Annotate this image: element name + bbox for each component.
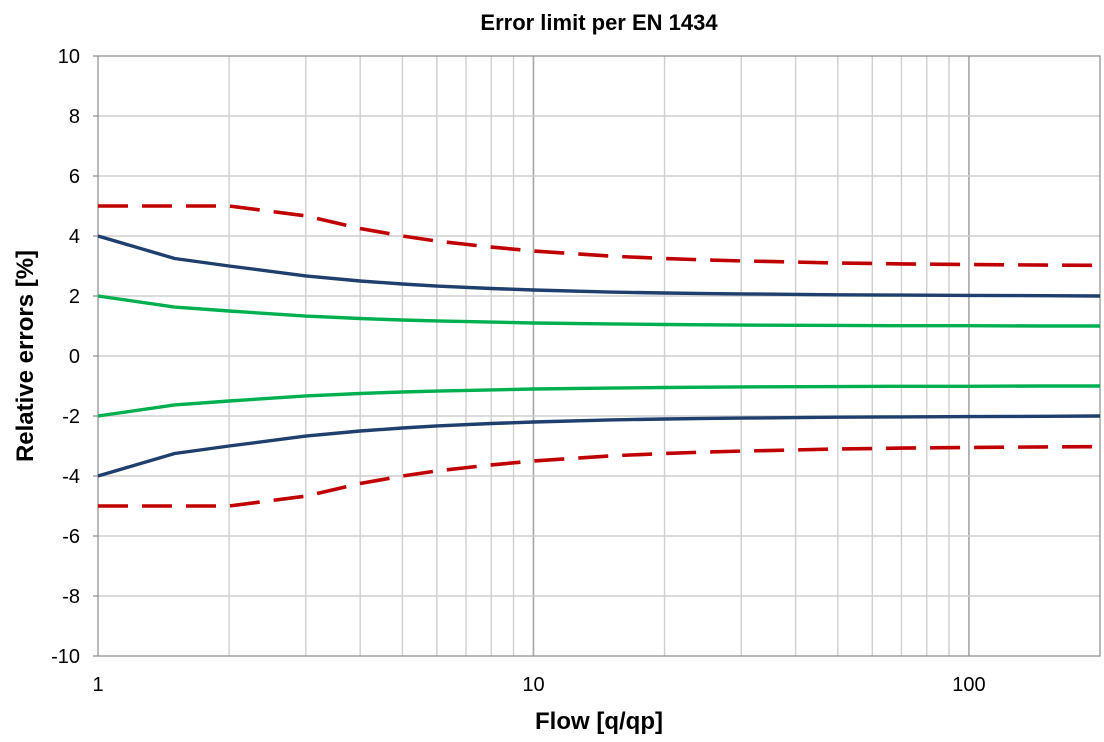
grid [98, 56, 1100, 656]
y-tick-label: 10 [58, 46, 80, 68]
y-tick-label: 0 [69, 346, 80, 368]
chart-title: Error limit per EN 1434 [480, 10, 718, 35]
solid-limit-line [97, 414, 1101, 478]
y-tick-label: 4 [69, 226, 80, 248]
dashed-limit-line [98, 204, 1101, 268]
y-axis-ticks: -10 -8 -6 -4 -2 0 2 4 6 8 10 [51, 46, 98, 668]
dashed-limit-line [98, 444, 1101, 508]
series-layer [97, 204, 1101, 508]
x-tick-label: 100 [952, 674, 985, 696]
solid-limit-line [97, 384, 1100, 418]
y-tick-label: -4 [62, 466, 80, 488]
y-tick-label: 8 [69, 106, 80, 128]
y-tick-label: 6 [69, 166, 80, 188]
x-tick-label: 10 [522, 674, 544, 696]
y-tick-label: -6 [62, 526, 80, 548]
y-tick-label: -8 [62, 586, 80, 608]
y-axis-label: Relative errors [%] [12, 250, 39, 462]
y-tick-label: 2 [69, 286, 80, 308]
solid-limit-line [97, 234, 1101, 298]
solid-limit-line [97, 294, 1100, 328]
x-axis-label: Flow [q/qp] [535, 708, 663, 735]
x-axis-ticks: 1 10 100 [92, 674, 985, 696]
y-tick-label: -10 [51, 646, 80, 668]
y-tick-label: -2 [62, 406, 80, 428]
x-tick-label: 1 [92, 674, 103, 696]
